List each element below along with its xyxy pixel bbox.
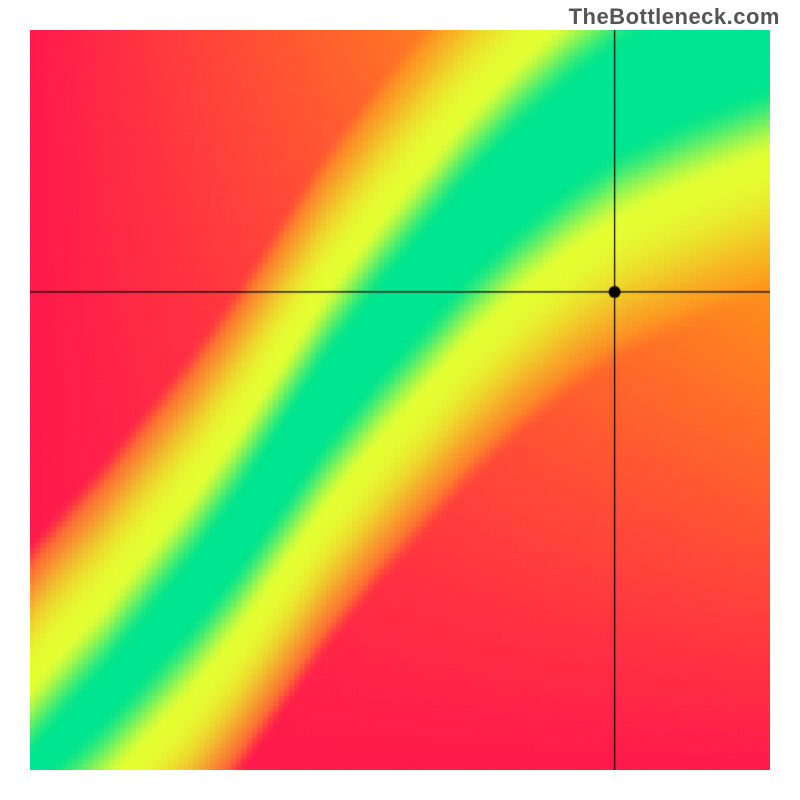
chart-container: { "watermark": "TheBottleneck.com", "cha…: [0, 0, 800, 800]
bottleneck-heatmap: [30, 30, 770, 770]
watermark-text: TheBottleneck.com: [569, 4, 780, 30]
